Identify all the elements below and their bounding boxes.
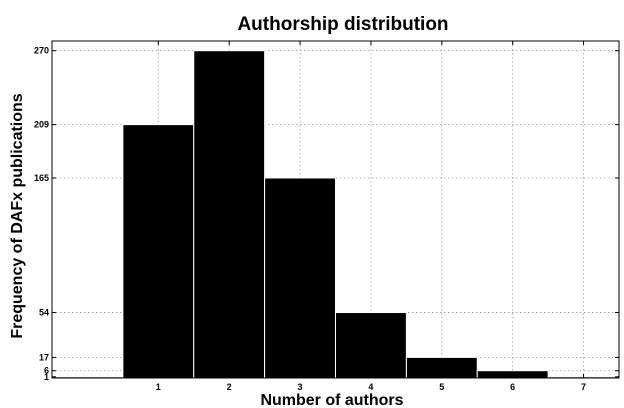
plot-frame: [51, 40, 620, 379]
x-tick-label: 4: [368, 382, 373, 392]
bar-1-authors: [122, 124, 195, 379]
y-tick-label: 1: [44, 372, 49, 382]
x-tick-label: 6: [510, 382, 515, 392]
bar-2-authors: [193, 50, 266, 379]
x-tick-label: 2: [227, 382, 232, 392]
y-tick-label: 54: [39, 308, 49, 318]
y-tick-label: 6: [44, 366, 49, 376]
ticks: [52, 41, 619, 378]
bar-4-authors: [335, 312, 407, 379]
y-tick-label: 17: [39, 352, 49, 362]
x-tick-label: 1: [156, 382, 161, 392]
y-tick-labels: 16 17 54 165 209 270: [34, 46, 49, 382]
y-axis-label: Frequency of DAFx publications: [9, 93, 26, 338]
x-tick-labels: 1 2 3 4 5 6 7: [156, 382, 586, 392]
y-tick-label: 209: [34, 120, 49, 130]
bars: [51, 50, 620, 379]
y-tick-label: 165: [34, 173, 49, 183]
bar-3-authors: [264, 177, 336, 379]
x-tick-label: 5: [439, 382, 444, 392]
x-tick-label: 7: [581, 382, 586, 392]
x-axis-label: Number of authors: [260, 392, 403, 408]
chart-title: Authorship distribution: [237, 14, 448, 35]
x-tick-label: 3: [298, 382, 303, 392]
y-tick-label: 270: [34, 46, 49, 56]
